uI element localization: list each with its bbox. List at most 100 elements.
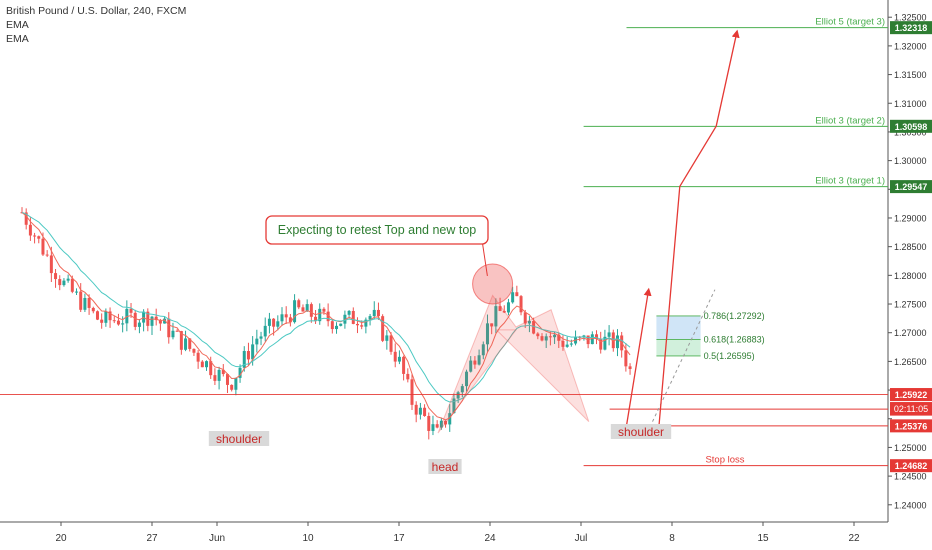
candle-body — [326, 311, 330, 322]
candle-body — [431, 424, 435, 431]
y-tick-label: 1.26500 — [894, 357, 927, 367]
candle-body — [28, 224, 32, 236]
candle-body — [163, 318, 167, 324]
shoulder-left-label: shoulder — [216, 432, 262, 446]
y-tick-label: 1.32000 — [894, 41, 927, 51]
level-label: Elliot 3 (target 1) — [815, 176, 885, 187]
candle-body — [569, 343, 573, 345]
callout-box — [265, 215, 489, 245]
y-tick-label: 1.24500 — [894, 472, 927, 482]
candle-body — [45, 254, 49, 256]
candle-body — [146, 311, 150, 326]
chart-title: British Pound / U.S. Dollar, 240, FXCM — [6, 5, 187, 17]
candle-body — [108, 311, 112, 321]
candle-body — [465, 371, 469, 387]
candle-body — [263, 325, 267, 337]
candle-body — [498, 306, 502, 311]
level-label: Stop loss — [705, 455, 744, 466]
candle-body — [473, 360, 477, 365]
y-tick-label: 1.27000 — [894, 328, 927, 338]
candle-body — [75, 291, 79, 293]
candle-body — [234, 377, 238, 390]
candle-body — [435, 424, 439, 428]
candle-body — [628, 366, 632, 370]
candle-body — [213, 375, 217, 381]
level-price-text: 1.25922 — [895, 390, 928, 400]
shoulder-right-label: shoulder — [618, 425, 664, 439]
level-label: Elliot 3 (target 2) — [815, 115, 885, 126]
candle-body — [167, 318, 171, 338]
candle-body — [494, 306, 498, 327]
candle-body — [188, 338, 192, 349]
candle-body — [158, 320, 162, 324]
indicator-ema-1: EMA — [6, 19, 29, 31]
candle-body — [523, 312, 527, 324]
candle-body — [536, 333, 540, 337]
candle-body — [318, 308, 322, 322]
candle-body — [83, 297, 87, 310]
candle-body — [171, 330, 175, 338]
candle-body — [91, 307, 95, 312]
x-tick-label: Jun — [209, 533, 225, 544]
candle-body — [179, 331, 183, 350]
x-tick-label: 22 — [848, 533, 860, 544]
head-label: head — [432, 460, 459, 474]
candle-body — [347, 310, 351, 315]
candle-body — [221, 369, 225, 375]
candle-body — [368, 316, 372, 320]
candle-body — [506, 302, 510, 313]
candle-body — [309, 304, 313, 317]
x-tick-label: 17 — [393, 533, 405, 544]
candle-body — [452, 398, 456, 414]
level-price-badge — [890, 21, 932, 35]
candle-body — [469, 360, 473, 372]
candle-body — [66, 278, 70, 281]
y-tick-label: 1.28000 — [894, 271, 927, 281]
fib-label: 0.5(1.26595) — [704, 351, 755, 361]
x-tick-label: 27 — [146, 533, 158, 544]
candle-body — [301, 307, 305, 312]
candle-body — [502, 310, 506, 313]
x-tick-label: 20 — [55, 533, 67, 544]
candle-body — [376, 309, 380, 317]
candle-body — [276, 321, 280, 327]
candle-body — [595, 334, 599, 340]
indicator-ema-2: EMA — [6, 33, 29, 45]
level-label: Elliot 5 (target 3) — [815, 17, 885, 28]
candle-body — [615, 335, 619, 349]
candle-body — [288, 317, 292, 323]
countdown-badge — [890, 402, 932, 416]
level-price-text: 1.29547 — [895, 182, 928, 192]
candle-body — [515, 292, 519, 297]
candle-body — [427, 415, 431, 431]
candle-body — [611, 332, 615, 349]
x-tick-label: Jul — [575, 533, 588, 544]
candle-body — [259, 336, 263, 339]
candle-body — [381, 316, 385, 341]
candle-body — [230, 384, 234, 390]
top-highlight-circle — [472, 263, 514, 305]
projection-dashed-line — [652, 289, 716, 422]
candle-body — [548, 336, 552, 338]
candle-body — [456, 392, 460, 399]
candle-body — [137, 322, 141, 327]
x-tick-label: 15 — [757, 533, 769, 544]
level-price-badge — [890, 419, 932, 433]
level-price-badge — [890, 119, 932, 133]
candle-body — [154, 316, 158, 321]
level-price-text: 1.32318 — [895, 23, 928, 33]
y-tick-label: 1.25000 — [894, 443, 927, 453]
x-tick-label: 24 — [484, 533, 496, 544]
candle-body — [607, 332, 611, 337]
candle-body — [192, 348, 196, 353]
chart-legend: British Pound / U.S. Dollar, 240, FXCM E… — [6, 4, 186, 46]
candle-body — [267, 318, 271, 326]
fib-zone-upper — [656, 315, 701, 340]
y-tick-label: 1.27500 — [894, 300, 927, 310]
candle-body — [519, 296, 523, 313]
level-price-text: 1.25376 — [895, 421, 928, 431]
ema-fast-line — [21, 212, 631, 421]
candle-body — [477, 355, 481, 365]
candle-body — [532, 320, 536, 334]
